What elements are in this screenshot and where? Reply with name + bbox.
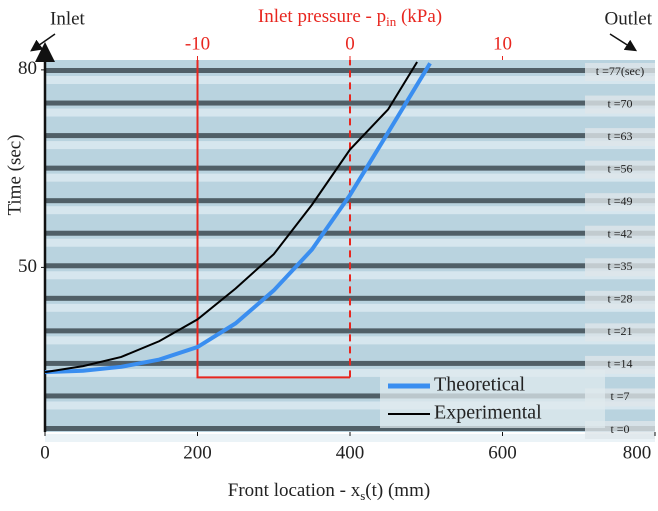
stripe-dark [45, 295, 655, 301]
stripe-dark [45, 393, 655, 399]
stripe-dark [45, 198, 655, 204]
stripe-light [45, 401, 655, 410]
x-tick-label: 0 [40, 442, 50, 463]
stripe-light [45, 206, 655, 215]
annotation-bg [585, 160, 655, 179]
x-tick-label: 200 [183, 442, 212, 463]
stripe-dark [45, 426, 655, 431]
stripe-label: t =14 [607, 357, 632, 371]
stripe-light [45, 434, 655, 442]
stripe-label: t =77(sec) [596, 64, 644, 78]
x-axis-title: Front location - xs(t) (mm) [228, 480, 430, 503]
stripe-label: t =7 [610, 389, 629, 403]
stripe-dark [45, 100, 655, 106]
inlet-arrow [30, 33, 56, 52]
annotation-bg [585, 258, 655, 277]
annotation-bg [585, 355, 655, 374]
stripe-label: t =28 [607, 292, 632, 306]
annotation-bg [585, 63, 655, 81]
y-axis-title: Time (sec) [4, 134, 25, 215]
legend-label: Theoretical [434, 374, 525, 396]
stripe-label: t =63 [607, 129, 632, 143]
stripe-label: t =0 [610, 422, 629, 436]
stripe-label: t =35 [607, 259, 632, 273]
x-tick-label: 400 [336, 442, 365, 463]
stripe-label: t =56 [607, 161, 632, 175]
x2-tick-label: -10 [185, 33, 210, 54]
stripe-light [45, 76, 655, 84]
x2-tick-label: 10 [493, 33, 512, 54]
y-tick-label: 80 [18, 58, 37, 79]
top-axis-title: Inlet pressure - pin (kPa) [258, 6, 442, 29]
stripe-light [45, 173, 655, 182]
annotation-bg [585, 193, 655, 212]
series-line [44, 61, 418, 374]
x2-tick-label: 0 [345, 33, 355, 54]
stripe-label: t =21 [607, 324, 632, 338]
annotation-bg [585, 225, 655, 244]
annotation-bg [585, 290, 655, 309]
stripe-dark [45, 328, 655, 334]
series-line [44, 62, 432, 375]
stripe-label: t =42 [607, 226, 632, 240]
stripe-light [45, 303, 655, 312]
annotation-bg [585, 95, 655, 114]
stripe-label: t =70 [607, 96, 632, 110]
inlet-label: Inlet [50, 8, 86, 29]
legend-label: Experimental [434, 402, 542, 424]
x-tick-label: 600 [488, 442, 517, 463]
x-tick-label: 800 [623, 442, 652, 463]
annotation-bg [585, 128, 655, 147]
annotation-bg [585, 323, 655, 342]
y-tick-label: 50 [18, 256, 37, 277]
legend-box [380, 370, 605, 428]
outlet-label: Outlet [605, 8, 653, 29]
stripe-label: t =49 [607, 194, 632, 208]
outlet-arrow [609, 33, 638, 52]
pressure-line [196, 60, 350, 379]
